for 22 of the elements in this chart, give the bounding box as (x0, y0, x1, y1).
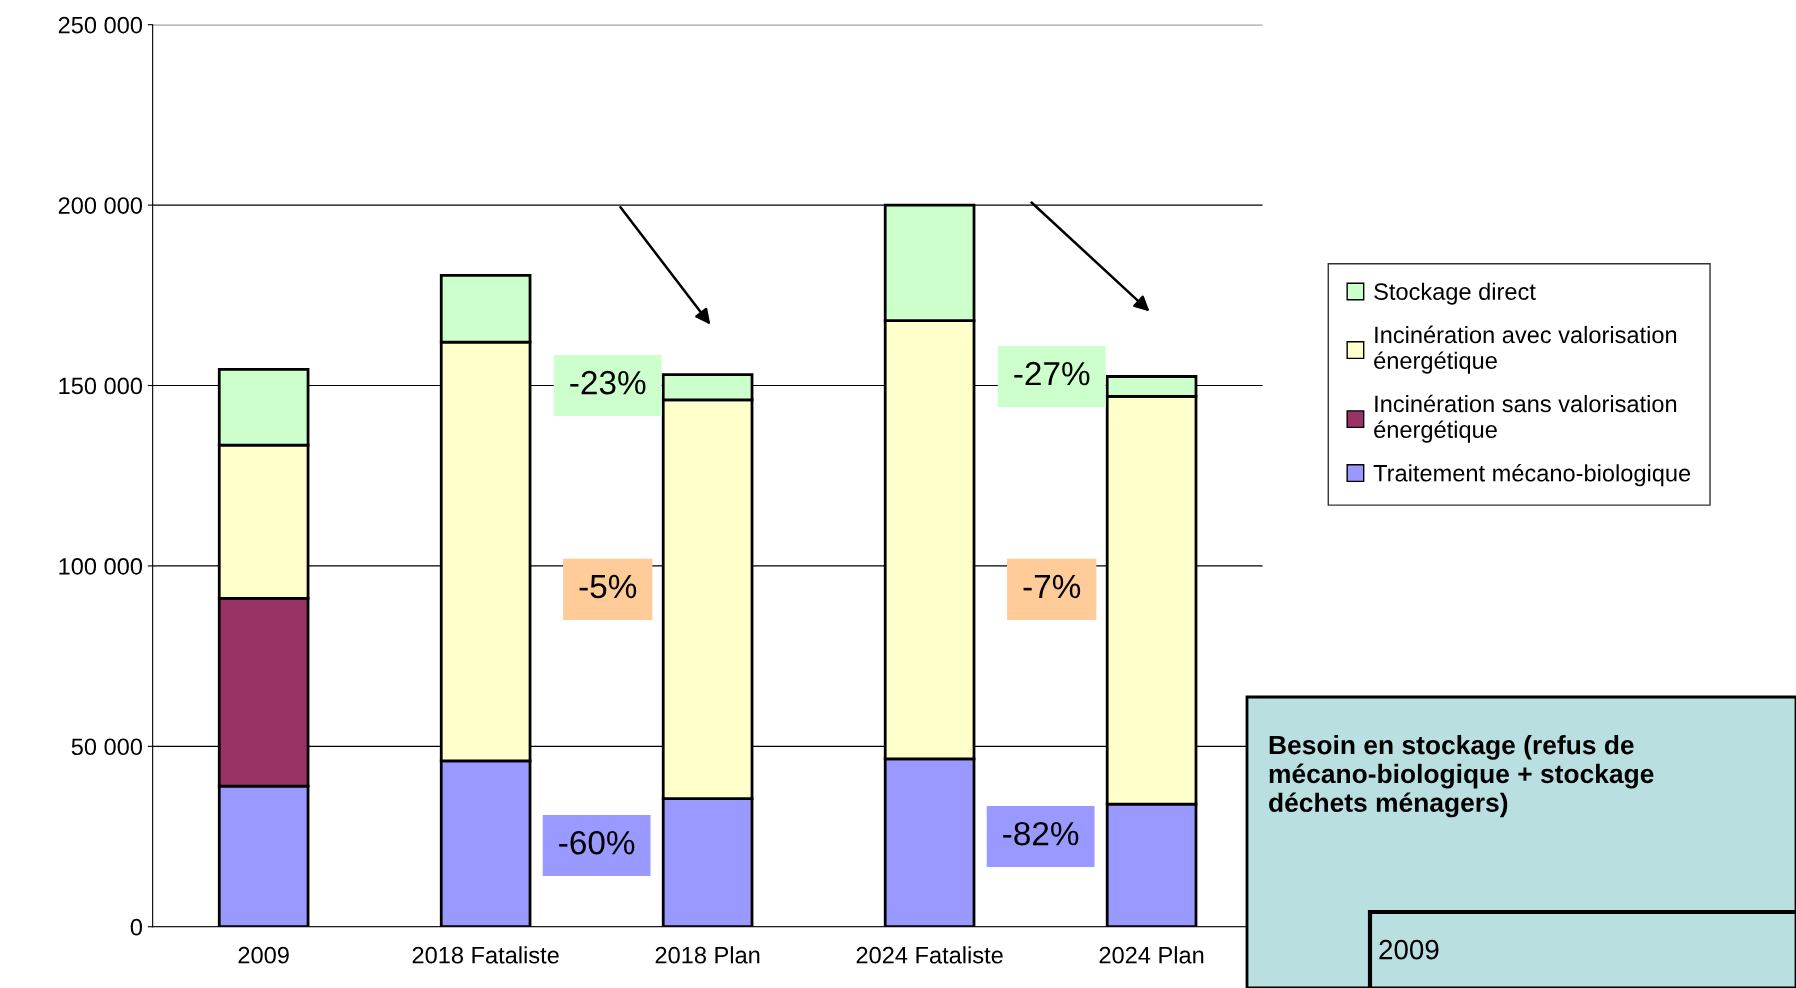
y-tick-label: 50 000 (71, 738, 143, 756)
annotation: -7% (1023, 574, 1081, 599)
annotation: -27% (1014, 361, 1090, 386)
legend-label: Stockage direct (1374, 282, 1536, 305)
legend-label: Incinération sans valorisation énergétique (1374, 394, 1677, 443)
y-tick-label: 0 (130, 918, 143, 936)
x-tick-label: 2024 Fataliste (856, 946, 1003, 964)
y-tick-label: 150 000 (59, 377, 143, 395)
annotation: -23% (570, 370, 646, 395)
annotation: -60% (559, 830, 635, 855)
y-tick-label: 250 000 (58, 16, 143, 34)
legend-label: Traitement mécano-biologique (1373, 463, 1691, 487)
annotation: -82% (1003, 821, 1079, 846)
x-tick-label: 2024 Plan (1099, 946, 1204, 964)
x-tick-label: 2009 (238, 946, 289, 964)
x-tick-label: 2018 Fataliste (412, 946, 559, 964)
x-tick-label: 2018 Plan (655, 946, 760, 964)
y-tick-label: 200 000 (58, 197, 143, 214)
text: Besoin en stockage (refus de mécano-biologique + stockage déchets ménagers) (1269, 735, 1654, 818)
legend-label: Incinération avec valorisation énergétique (1374, 325, 1677, 374)
y-tick-label: 100 000 (59, 557, 143, 575)
annotation: -5% (579, 574, 637, 599)
